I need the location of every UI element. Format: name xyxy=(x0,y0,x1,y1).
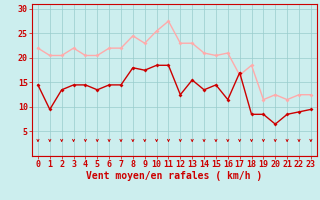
X-axis label: Vent moyen/en rafales ( km/h ): Vent moyen/en rafales ( km/h ) xyxy=(86,171,262,181)
